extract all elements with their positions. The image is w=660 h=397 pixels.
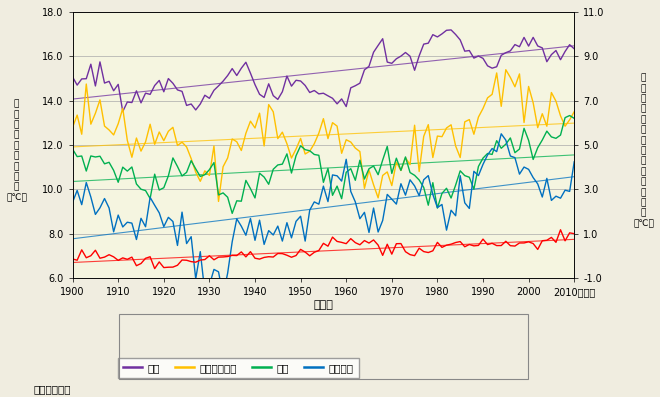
Text: 世
界
（
陸
上
）
の
年
平
均
気
温
偏
差
（℃）: 世 界 （ 陸 上 ） の 年 平 均 気 温 偏 差 （℃） [633, 73, 654, 228]
X-axis label: 西暦年: 西暦年 [314, 300, 333, 310]
Text: 各
都
市
の
年
平
均
気
温
（℃）: 各 都 市 の 年 平 均 気 温 （℃） [6, 100, 27, 202]
Legend: 世界(陸上)の年平均気温偏差: 世界(陸上)の年平均気温偏差 [118, 392, 236, 397]
Text: 資料）気象庁: 資料）気象庁 [33, 384, 71, 394]
